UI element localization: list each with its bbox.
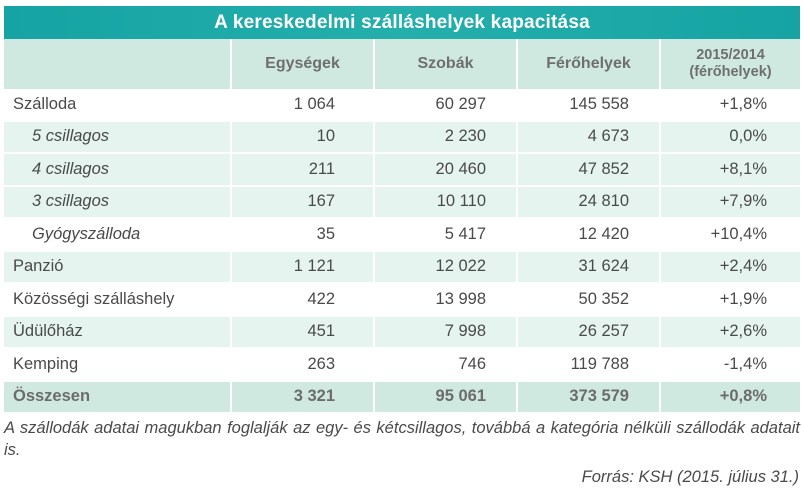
row-units: 263 <box>231 348 375 382</box>
row-units: 451 <box>231 315 375 349</box>
header-units: Egységek <box>231 39 375 89</box>
row-units: 1 121 <box>231 250 375 284</box>
header-row: Egységek Szobák Férőhelyek 2015/2014 (fé… <box>4 39 800 89</box>
row-change: -1,4% <box>660 348 800 382</box>
header-name <box>4 39 232 89</box>
header-beds: Férőhelyek <box>517 39 661 89</box>
row-beds: 26 257 <box>517 315 661 349</box>
row-change: +10,4% <box>660 218 800 252</box>
row-units: 422 <box>231 283 375 317</box>
row-units: 1 064 <box>231 89 375 122</box>
capacity-table: Egységek Szobák Férőhelyek 2015/2014 (fé… <box>4 39 800 414</box>
row-rooms: 20 460 <box>374 153 518 187</box>
row-rooms: 7 998 <box>374 315 518 349</box>
row-change: +7,9% <box>660 185 800 219</box>
total-name: Összesen <box>4 380 232 414</box>
total-units: 3 321 <box>231 380 375 414</box>
row-rooms: 60 297 <box>374 89 518 122</box>
row-name: Szálloda <box>4 89 232 122</box>
table-title: A kereskedelmi szálláshelyek kapacitása <box>214 11 590 33</box>
row-change: +1,9% <box>660 283 800 317</box>
row-change: +2,6% <box>660 315 800 349</box>
row-name: 4 csillagos <box>4 153 232 187</box>
row-name: Kemping <box>4 348 232 382</box>
row-rooms: 12 022 <box>374 250 518 284</box>
table-row: Üdülőház 451 7 998 26 257 +2,6% <box>4 315 800 349</box>
row-change: 0,0% <box>660 120 800 154</box>
row-rooms: 5 417 <box>374 218 518 252</box>
row-name: Gyógyszálloda <box>4 218 232 252</box>
row-beds: 50 352 <box>517 283 661 317</box>
row-beds: 145 558 <box>517 89 661 122</box>
header-change-unit: (férőhelyek) <box>689 64 772 80</box>
table-row: 4 csillagos 211 20 460 47 852 +8,1% <box>4 153 800 187</box>
row-rooms: 13 998 <box>374 283 518 317</box>
row-name: Panzió <box>4 250 232 284</box>
row-rooms: 2 230 <box>374 120 518 154</box>
table-row: 3 csillagos 167 10 110 24 810 +7,9% <box>4 185 800 219</box>
total-row: Összesen 3 321 95 061 373 579 +0,8% <box>4 380 800 414</box>
total-rooms: 95 061 <box>374 380 518 414</box>
row-units: 35 <box>231 218 375 252</box>
row-beds: 4 673 <box>517 120 661 154</box>
table-row: Közösségi szálláshely 422 13 998 50 352 +1,9… <box>4 283 800 317</box>
header-change: 2015/2014 (férőhelyek) <box>660 39 800 89</box>
source-note: Forrás: KSH (2015. július 31.) <box>581 468 799 486</box>
table-row: Panzió 1 121 12 022 31 624 +2,4% <box>4 250 800 284</box>
row-beds: 31 624 <box>517 250 661 284</box>
header-change-year: 2015/2014 <box>696 47 765 63</box>
table-row: Gyógyszálloda 35 5 417 12 420 +10,4% <box>4 218 800 252</box>
row-units: 167 <box>231 185 375 219</box>
row-rooms: 746 <box>374 348 518 382</box>
table-title-bar: A kereskedelmi szálláshelyek kapacitása <box>4 6 800 39</box>
row-rooms: 10 110 <box>374 185 518 219</box>
row-change: +8,1% <box>660 153 800 187</box>
table-row: Szálloda 1 064 60 297 145 558 +1,8% <box>4 89 800 122</box>
total-change: +0,8% <box>660 380 800 414</box>
row-name: 3 csillagos <box>4 185 232 219</box>
table-row: Kemping 263 746 119 788 -1,4% <box>4 348 800 382</box>
row-beds: 47 852 <box>517 153 661 187</box>
row-name: Üdülőház <box>4 315 232 349</box>
row-change: +1,8% <box>660 89 800 122</box>
header-rooms: Szobák <box>374 39 518 89</box>
row-beds: 12 420 <box>517 218 661 252</box>
table-row: 5 csillagos 10 2 230 4 673 0,0% <box>4 120 800 154</box>
row-name: Közösségi szálláshely <box>4 283 232 317</box>
footnote: A szállodák adatai magukban foglalják az… <box>4 419 800 459</box>
row-change: +2,4% <box>660 250 800 284</box>
total-beds: 373 579 <box>517 380 661 414</box>
row-units: 10 <box>231 120 375 154</box>
row-beds: 24 810 <box>517 185 661 219</box>
row-beds: 119 788 <box>517 348 661 382</box>
row-name: 5 csillagos <box>4 120 232 154</box>
row-units: 211 <box>231 153 375 187</box>
